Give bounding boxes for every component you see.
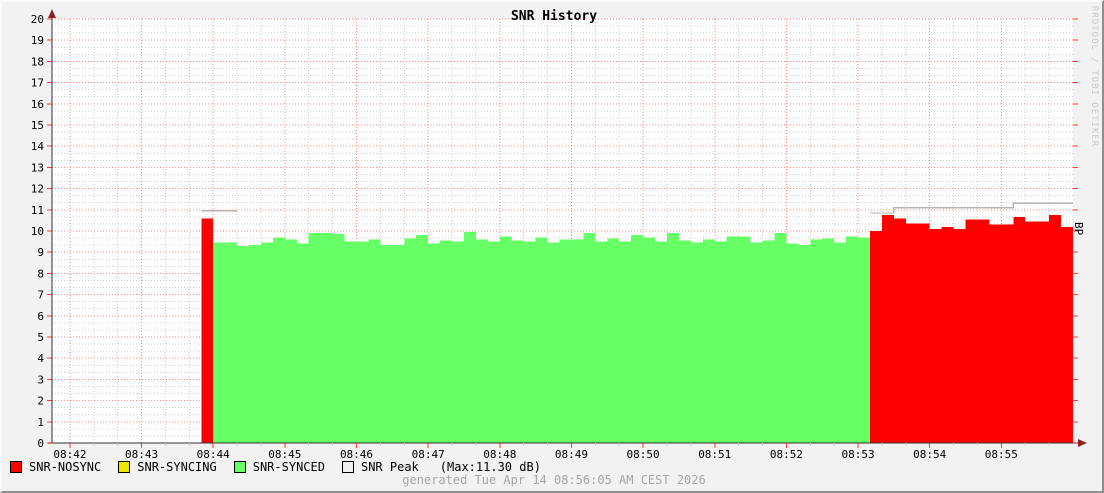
series-snr-synced [213,232,870,443]
legend-item-nosync: SNR-NOSYNC [10,460,101,474]
right-axis-label: BP [1072,222,1085,236]
peak-max-note: (Max:11.30 dB) [439,460,541,474]
y-axis-arrow [48,9,56,18]
svg-text:3: 3 [37,373,44,386]
svg-text:1: 1 [37,416,44,429]
svg-text:11: 11 [31,204,44,217]
axes [48,9,1087,447]
svg-text:08:50: 08:50 [627,448,660,461]
svg-text:19: 19 [31,34,44,47]
svg-text:10: 10 [31,225,44,238]
svg-text:08:52: 08:52 [770,448,803,461]
svg-text:08:53: 08:53 [841,448,874,461]
svg-text:08:42: 08:42 [53,448,86,461]
legend-label-nosync: SNR-NOSYNC [29,460,102,474]
svg-text:13: 13 [31,161,44,174]
svg-text:08:55: 08:55 [985,448,1018,461]
chart-legend: SNR-NOSYNC SNR-SYNCING SNR-SYNCED SNR Pe… [10,460,541,474]
syncing-color-swatch [118,461,131,473]
svg-text:08:47: 08:47 [412,448,445,461]
svg-text:8: 8 [37,267,44,280]
synced-color-swatch [233,461,246,473]
legend-item-peak: SNR Peak [341,460,419,474]
svg-text:6: 6 [37,310,44,323]
svg-text:18: 18 [31,55,44,68]
svg-text:16: 16 [31,98,44,111]
svg-text:08:44: 08:44 [197,448,230,461]
svg-text:08:51: 08:51 [698,448,731,461]
svg-text:5: 5 [37,331,44,344]
svg-text:2: 2 [37,395,44,408]
svg-text:12: 12 [31,183,44,196]
legend-item-syncing: SNR-SYNCING [118,460,217,474]
svg-text:15: 15 [31,119,44,132]
svg-text:08:43: 08:43 [125,448,158,461]
legend-label-syncing: SNR-SYNCING [137,460,217,474]
svg-text:08:49: 08:49 [555,448,588,461]
x-axis-labels: 08:42 08:43 08:44 08:45 08:46 08:47 08:48 08:49… [53,448,1018,461]
series-snr-peak [201,202,1073,214]
rrdtool-watermark: RRDTOOL / TOBI OETIKER [1089,6,1099,148]
svg-text:20: 20 [31,13,44,26]
legend-item-synced: SNR-SYNCED [233,460,325,474]
axis-ticks [47,18,1078,448]
svg-text:14: 14 [31,140,45,153]
generated-timestamp: generated Tue Apr 14 08:56:05 AM CEST 20… [402,473,706,487]
legend-label-synced: SNR-SYNCED [252,460,325,474]
svg-text:4: 4 [37,352,44,365]
nosync-color-swatch [10,461,22,473]
svg-text:0: 0 [37,437,44,450]
svg-text:7: 7 [37,289,44,302]
x-axis-arrow [1078,439,1087,447]
series-snr-nosync [201,215,1073,443]
svg-text:17: 17 [31,77,44,90]
svg-text:08:45: 08:45 [268,448,301,461]
chart-title: SNR History [510,9,598,24]
svg-text:9: 9 [37,246,44,259]
svg-text:08:46: 08:46 [340,448,373,461]
svg-text:08:48: 08:48 [483,448,516,461]
svg-text:08:54: 08:54 [913,448,946,461]
peak-color-swatch [341,461,354,473]
legend-label-peak: SNR Peak [360,460,419,474]
